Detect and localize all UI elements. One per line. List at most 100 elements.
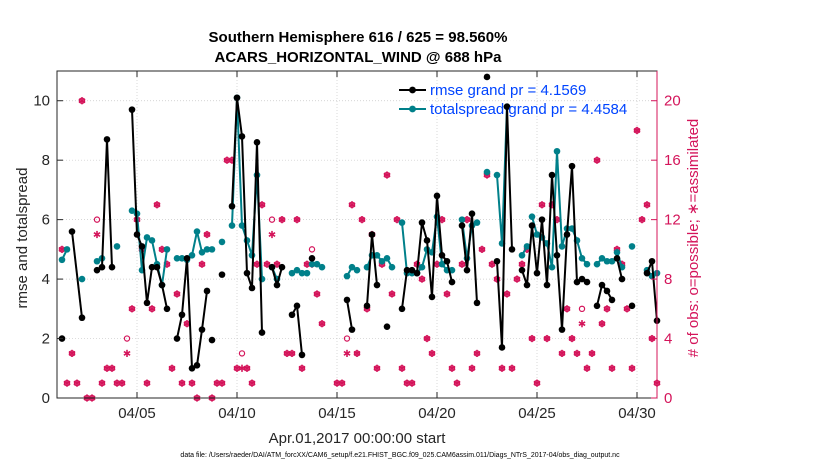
rmse-point: [583, 278, 591, 286]
asterisk-stroke: [438, 217, 446, 223]
rmse-line-segment: [71, 231, 83, 318]
asterisk-stroke: [123, 350, 131, 356]
totalspread-point: [308, 260, 316, 268]
totalspread-point: [483, 168, 491, 176]
totalspread-point: [578, 254, 586, 262]
asterisk-stroke: [638, 217, 646, 223]
rmse-point: [173, 335, 181, 342]
obs-assimilated-point: [638, 216, 646, 224]
rmse-point: [628, 302, 636, 310]
obs-assimilated-point: [178, 379, 186, 387]
totalspread-point: [218, 238, 226, 246]
asterisk-stroke: [63, 380, 71, 386]
totalspread-point: [78, 275, 86, 283]
rmse-point: [643, 269, 651, 277]
totalspread-point: [243, 237, 251, 244]
rmse-point: [528, 222, 536, 229]
rmse-point: [408, 266, 416, 274]
rmse-point: [493, 257, 501, 265]
legend-rmse-marker: [409, 86, 416, 94]
asterisk-stroke: [643, 202, 651, 208]
totalspread-point: [558, 243, 566, 250]
rmse-point: [468, 210, 476, 217]
obs-assimilated-point: [528, 334, 536, 343]
asterisk-stroke: [383, 172, 391, 178]
asterisk-stroke: [263, 261, 271, 267]
rmse-point: [578, 275, 586, 283]
y-tick-label-right: 20: [664, 93, 681, 110]
asterisk-stroke: [508, 365, 516, 371]
rmse-line-segment: [96, 138, 113, 272]
rmse-point: [613, 254, 621, 262]
totalspread-point: [113, 243, 121, 250]
x-tick-label: 04/05: [118, 405, 156, 422]
obs-assimilated-point: [443, 290, 451, 298]
obs-assimilated-point: [168, 364, 176, 372]
rmse-point: [373, 281, 381, 289]
asterisk-stroke: [258, 202, 266, 208]
obs-assimilated-point: [293, 216, 301, 224]
asterisk-stroke: [608, 365, 616, 371]
obs-assimilated-point: [98, 379, 106, 387]
rmse-point: [593, 302, 601, 310]
rmse-point: [158, 281, 166, 289]
totalspread-point: [148, 237, 156, 244]
legend: rmse grand pr = 4.1569 totalspread grand…: [399, 82, 627, 118]
footer-datafile: data file: /Users/raeder/DAI/ATM_forcXX/…: [180, 452, 620, 459]
rmse-point: [308, 254, 316, 262]
rmse-point: [363, 302, 371, 310]
rmse-point: [598, 281, 606, 289]
obs-assimilated-point: [173, 290, 181, 298]
totalspread-point: [628, 243, 636, 250]
totalspread-point: [493, 171, 501, 179]
totalspread-point: [343, 272, 351, 280]
asterisk-stroke: [568, 336, 576, 342]
x-tick-label: 04/25: [518, 405, 556, 422]
rmse-point: [438, 252, 446, 259]
totalspread-point: [523, 243, 531, 250]
rmse-point: [383, 323, 391, 330]
totalspread-point: [533, 231, 541, 238]
totalspread-point: [353, 266, 361, 274]
totalspread-point: [303, 269, 311, 277]
obs-assimilated-point: [558, 349, 566, 358]
totalspread-point: [228, 222, 236, 229]
obs-assimilated-point: [298, 364, 306, 372]
rmse-point: [268, 263, 276, 271]
obs-assimilated-point: [68, 349, 76, 358]
asterisk-stroke: [543, 336, 551, 342]
asterisk-stroke: [498, 365, 506, 371]
asterisk-stroke: [418, 276, 426, 282]
obs-assimilated-point: [353, 349, 361, 358]
y-tick-label-left: 6: [42, 212, 50, 229]
totalspread-point: [518, 252, 526, 259]
obs-assimilated-point: [313, 290, 321, 298]
obs-assimilated-point: [583, 364, 591, 372]
asterisk-stroke: [458, 261, 466, 267]
obs-assimilated-point: [508, 364, 516, 372]
rmse-point: [523, 281, 531, 289]
obs-assimilated-point: [198, 260, 206, 268]
asterisk-stroke: [503, 291, 511, 297]
totalspread-point: [318, 263, 326, 271]
obs-assimilated-point: [408, 379, 416, 387]
rmse-point: [413, 269, 421, 277]
asterisk-stroke: [178, 380, 186, 386]
obs-assimilated-point: [288, 349, 296, 358]
totalspread-point: [598, 254, 606, 262]
obs-assimilated-point: [243, 364, 251, 372]
obs-assimilated-point: [348, 201, 356, 209]
rmse-point: [648, 257, 656, 265]
obs-assimilated-point: [253, 260, 261, 268]
totalspread-point: [613, 249, 621, 256]
totalspread-point: [293, 266, 301, 274]
rmse-point: [483, 73, 491, 81]
rmse-point: [108, 263, 116, 271]
asterisk-stroke: [448, 365, 456, 371]
asterisk-stroke: [558, 350, 566, 356]
obs-assimilated-point: [573, 349, 581, 358]
rmse-point: [103, 136, 111, 143]
rmse-point: [218, 271, 226, 278]
obs-assimilated-point: [423, 334, 431, 343]
